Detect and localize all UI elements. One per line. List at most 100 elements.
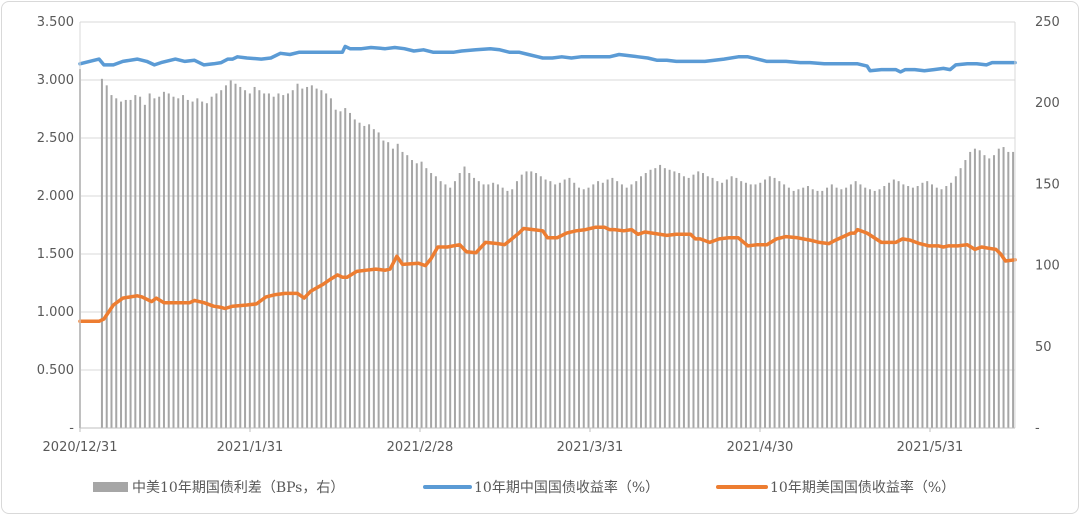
spread-bar (158, 96, 161, 428)
y-left-tick-label: 1.500 (37, 247, 74, 262)
spread-bar (821, 190, 824, 428)
legend-label: 10年期中国国债收益率（%） (474, 479, 659, 496)
spread-bar (993, 155, 996, 428)
spread-bar (267, 93, 270, 429)
spread-bar (845, 187, 848, 428)
spread-bar (959, 168, 962, 428)
spread-bar (635, 181, 638, 428)
y-right-tick-label: 150 (1035, 177, 1060, 192)
legend: 中美10年期国债利差（BPs，右） 10年期中国国债收益率（%） 10年期美国国债收… (93, 479, 955, 496)
spread-bar (315, 88, 318, 429)
spread-bar (997, 148, 1000, 428)
spread-bar (640, 176, 642, 428)
spread-bar (892, 179, 895, 428)
spread-bar (444, 184, 447, 428)
spread-bar (692, 174, 695, 428)
spread-bar (668, 169, 671, 428)
spread-bar (229, 80, 232, 429)
spread-bar (792, 190, 795, 428)
spread-bar (868, 189, 871, 428)
spread-bar (487, 184, 490, 428)
spread-bar (411, 160, 414, 429)
spread-bar (525, 171, 528, 428)
spread-bar (797, 189, 800, 428)
spread-bar (263, 93, 266, 429)
spread-bar (716, 181, 719, 428)
spread-bar (406, 155, 409, 428)
spread-bar (191, 101, 194, 429)
spread-bar (826, 187, 829, 428)
spread-bar (334, 109, 337, 429)
spread-bar (391, 148, 394, 428)
spread-bar (244, 90, 247, 428)
spread-bar (806, 186, 809, 428)
spread-bar (143, 104, 146, 428)
spread-bar (597, 181, 600, 428)
spread-bar (907, 186, 910, 428)
spread-bar (577, 187, 580, 428)
spread-bar (177, 98, 180, 428)
y-right-tick-label: 100 (1035, 259, 1060, 274)
spread-bar (930, 184, 933, 428)
spread-bar (205, 103, 208, 428)
spread-bar (663, 168, 666, 428)
spread-bar (554, 184, 557, 428)
spread-bar (535, 173, 538, 428)
spread-bar (344, 108, 347, 429)
spread-bar (110, 95, 113, 428)
spread-bar (840, 189, 843, 428)
spread-bar (148, 93, 151, 429)
spread-bar (296, 83, 299, 428)
legend-label: 中美10年期国债利差（BPs，右） (132, 480, 344, 496)
spread-bar (434, 176, 437, 428)
spread-bar (706, 176, 709, 428)
y-left-tick-label: 1.000 (37, 305, 74, 320)
spread-bar (702, 173, 705, 428)
y-left-tick-label: 2.000 (37, 189, 74, 204)
y-left-tick-label: 3.000 (37, 73, 74, 88)
spread-bar (377, 132, 380, 428)
spread-bar (468, 173, 471, 428)
spread-bar (744, 182, 747, 428)
spread-bar (115, 98, 118, 428)
spread-bar (120, 101, 123, 429)
spread-bar (477, 181, 480, 428)
spread-bar (945, 186, 948, 428)
spread-bar (888, 182, 891, 428)
spread-bar (916, 186, 919, 428)
spread-bar (592, 184, 595, 428)
spread-bar (291, 90, 294, 428)
spread-bar (139, 96, 142, 428)
spread-bar (935, 187, 938, 428)
spread-bar (100, 78, 103, 428)
spread-bar (172, 96, 175, 428)
spread-bar (1007, 151, 1010, 429)
spread-bar (616, 181, 619, 428)
y-left-tick-label: 0.500 (37, 363, 74, 378)
spread-bar (764, 179, 767, 428)
spread-bar (873, 190, 876, 428)
y-right-tick-label: 200 (1035, 96, 1060, 111)
spread-bar (830, 184, 833, 428)
spread-bar (911, 187, 914, 428)
spread-bar (926, 181, 929, 428)
spread-bar (186, 99, 189, 429)
spread-bar (339, 111, 342, 428)
spread-bar (201, 101, 204, 429)
spread-bar (740, 181, 743, 428)
spread-bar (430, 173, 433, 428)
spread-bar (473, 177, 476, 428)
spread-bar (463, 166, 466, 428)
spread-bar (573, 182, 576, 428)
spread-bar (196, 98, 199, 428)
spread-bar (349, 112, 352, 428)
spread-bar (1012, 151, 1015, 429)
spread-bar (301, 88, 304, 429)
spread-bar (644, 173, 647, 428)
spread-bar (496, 184, 499, 428)
y-left-tick-label: - (69, 421, 74, 436)
y-left-tick-label: 3.500 (37, 15, 74, 30)
x-tick-label: 2021/2/28 (387, 440, 454, 455)
legend-swatch-bar (93, 482, 128, 492)
